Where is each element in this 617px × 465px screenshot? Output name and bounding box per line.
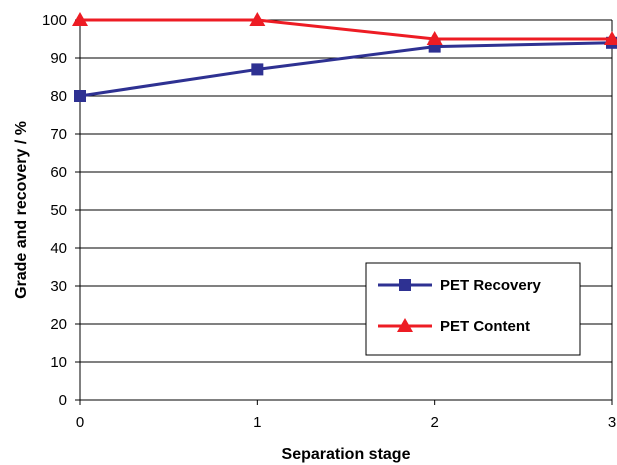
y-tick-label: 20	[50, 316, 67, 333]
legend-marker	[397, 318, 413, 332]
data-point	[74, 90, 86, 102]
y-tick-label: 90	[50, 50, 67, 67]
legend-box	[365, 262, 581, 356]
x-tick-label: 1	[253, 414, 261, 431]
legend-label: PET Content	[440, 318, 530, 335]
y-tick-label: 40	[50, 240, 67, 257]
legend-entry-pet-recovery: PET Recovery	[378, 277, 542, 294]
data-point	[249, 12, 266, 26]
y-tick-label: 70	[50, 126, 67, 143]
legend: PET Recovery PET Content	[365, 262, 581, 356]
data-point	[426, 31, 443, 45]
legend-marker	[399, 279, 411, 291]
y-axis-label: Grade and recovery / %	[13, 121, 30, 299]
series-pet-recovery	[74, 36, 617, 102]
y-tick-label: 80	[50, 88, 67, 105]
y-tick-label: 10	[50, 354, 67, 371]
x-tick-label: 0	[76, 414, 84, 431]
x-axis-label: Separation stage	[282, 446, 411, 463]
series-line	[80, 18, 612, 41]
y-tick-labels: 0 10 20 30 40 50 60 70 80 90 100	[42, 12, 80, 409]
x-tick-labels: 0 1 2 3	[76, 400, 616, 431]
y-tick-label: 30	[50, 278, 67, 295]
y-tick-label: 60	[50, 164, 67, 181]
series-pet-content	[72, 12, 617, 45]
legend-entry-pet-content: PET Content	[378, 318, 530, 335]
data-point	[72, 12, 88, 26]
legend-label: PET Recovery	[440, 277, 542, 294]
x-tick-label: 2	[430, 414, 438, 431]
y-tick-label: 50	[50, 202, 67, 219]
y-tick-label: 100	[42, 12, 67, 29]
series-layer	[72, 12, 617, 102]
series-line	[79, 41, 613, 98]
x-tick-label: 3	[608, 414, 616, 431]
data-point	[604, 31, 617, 45]
y-tick-label: 0	[59, 392, 67, 409]
data-point	[251, 63, 264, 76]
